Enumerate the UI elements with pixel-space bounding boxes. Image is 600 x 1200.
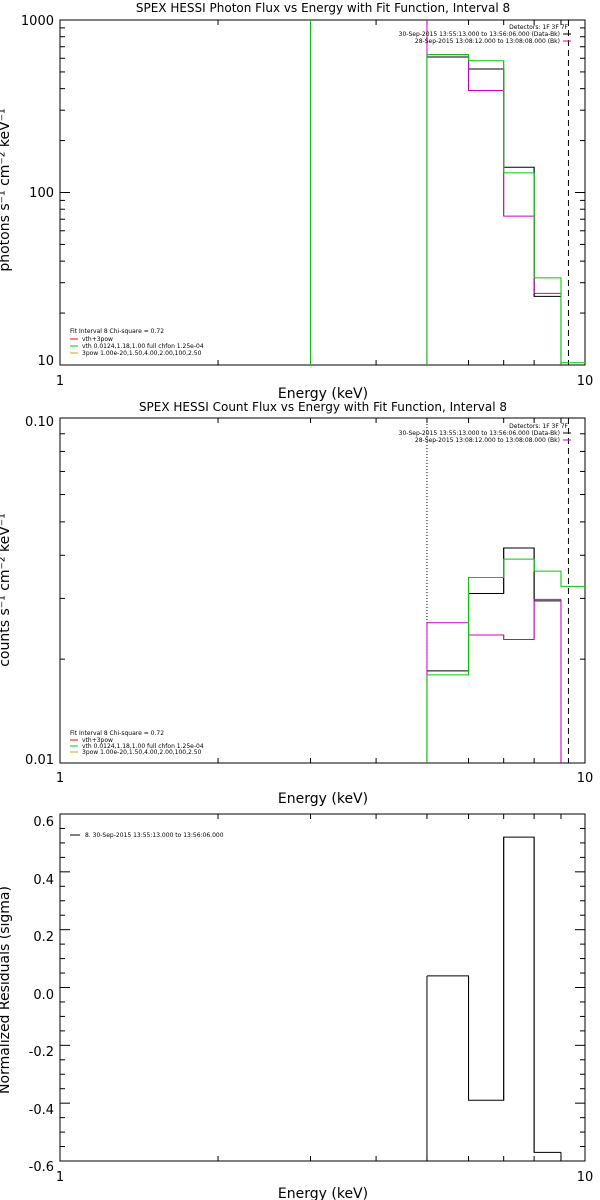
panel-count-flux: SPEX HESSI Count Flux vs Energy with Fit… — [0, 400, 593, 807]
residual-xtick-10: 10 — [577, 1170, 594, 1185]
panel-residuals: 0.6 0.4 0.2 0.0 -0.2 -0.4 -0.6 1 10 Ener… — [0, 813, 594, 1200]
count-plot-frame — [59, 417, 586, 764]
residual-xtick-1: 1 — [56, 1170, 64, 1185]
residual-ylabel: Normalized Residuals (sigma) — [0, 886, 13, 1094]
count-legend-label-1: vth+3pow — [82, 737, 113, 744]
photon-axis-ticks — [59, 19, 586, 366]
count-ylabel: counts s⁻¹ cm⁻² keV⁻¹ — [0, 513, 13, 667]
photon-header-bk-interval: 28-Sep-2015 13:08:12.000 to 13:08:08.000… — [415, 38, 560, 45]
residual-ytick-neg0.6: -0.6 — [29, 1160, 54, 1175]
count-fit-info: Fit Interval 8 Chi-square = 0.72 — [70, 730, 164, 737]
count-vertical-lines — [426, 418, 569, 763]
count-series — [426, 547, 585, 763]
residual-axis-ticks — [59, 813, 586, 1162]
count-xtick-1: 1 — [56, 771, 64, 786]
residual-series — [426, 836, 562, 1161]
count-legend-label-2: vth 0.0124,1.18,1.00 full chfon 1.25e-04 — [82, 743, 204, 750]
series-1-steps — [426, 54, 561, 294]
count-ytick-0.01: 0.01 — [25, 753, 54, 768]
photon-header-detectors: Detectors: 1F 3F 7F — [509, 24, 568, 31]
photon-xlabel: Energy (keV) — [278, 386, 368, 402]
residual-ytick-0.0: 0.0 — [33, 988, 54, 1003]
residual-ytick-neg0.4: -0.4 — [29, 1103, 54, 1118]
residual-ytick-neg0.2: -0.2 — [29, 1045, 54, 1060]
count-title: SPEX HESSI Count Flux vs Energy with Fit… — [139, 400, 507, 414]
photon-ytick-100: 100 — [29, 186, 54, 201]
count-legend-label-3: 3pow 1.00e-20,1.50,4.00,2.00,100,2.50 — [82, 749, 202, 756]
photon-vertical-lines — [309, 20, 569, 365]
photon-ylabel: photons s⁻¹ cm⁻² keV⁻¹ — [0, 108, 13, 271]
photon-ytick-10: 10 — [37, 354, 54, 369]
count-axis-ticks — [59, 417, 586, 764]
photon-xtick-10: 10 — [577, 374, 594, 389]
residual-legend-label: 8. 30-Sep-2015 13:55:13.000 to 13:56:06.… — [85, 832, 224, 839]
photon-header-data-interval: 30-Sep-2015 13:55:13.000 to 13:56:06.000… — [399, 31, 560, 38]
series-0-steps — [426, 836, 561, 1153]
photon-series — [426, 54, 585, 365]
count-ytick-0.10: 0.10 — [25, 415, 54, 430]
photon-fit-info: Fit Interval 8 Chi-square = 0.72 — [70, 328, 164, 335]
photon-title: SPEX HESSI Photon Flux vs Energy with Fi… — [136, 1, 510, 15]
photon-legend-label-1: vth+3pow — [82, 336, 113, 343]
count-xlabel: Energy (keV) — [278, 791, 368, 807]
residual-xlabel: Energy (keV) — [278, 1186, 368, 1200]
panel-photon-flux: SPEX HESSI Photon Flux vs Energy with Fi… — [0, 1, 593, 402]
photon-ytick-1000: 1000 — [21, 14, 54, 29]
count-header-bk-interval: 28-Sep-2015 13:08:12.000 to 13:08:08.000… — [415, 437, 560, 444]
photon-legend-label-3: 3pow 1.00e-20,1.50,4.00,2.00,100,2.50 — [82, 350, 202, 357]
series-1-steps — [426, 598, 561, 641]
photon-plot-frame — [59, 19, 586, 366]
count-header-detectors: Detectors: 1F 3F 7F — [509, 423, 568, 430]
residual-ytick-0.4: 0.4 — [33, 873, 54, 888]
photon-xtick-1: 1 — [56, 374, 64, 389]
residual-ytick-0.6: 0.6 — [33, 815, 54, 830]
series-0-steps — [426, 56, 561, 297]
count-xtick-10: 10 — [577, 771, 594, 786]
count-header-data-interval: 30-Sep-2015 13:55:13.000 to 13:56:06.000… — [399, 430, 560, 437]
photon-legend-label-2: vth 0.0124,1.18,1.00 full chfon 1.25e-04 — [82, 343, 204, 350]
series-0-steps — [426, 547, 561, 672]
residual-ytick-0.2: 0.2 — [33, 930, 54, 945]
residual-plot-frame — [59, 813, 586, 1162]
